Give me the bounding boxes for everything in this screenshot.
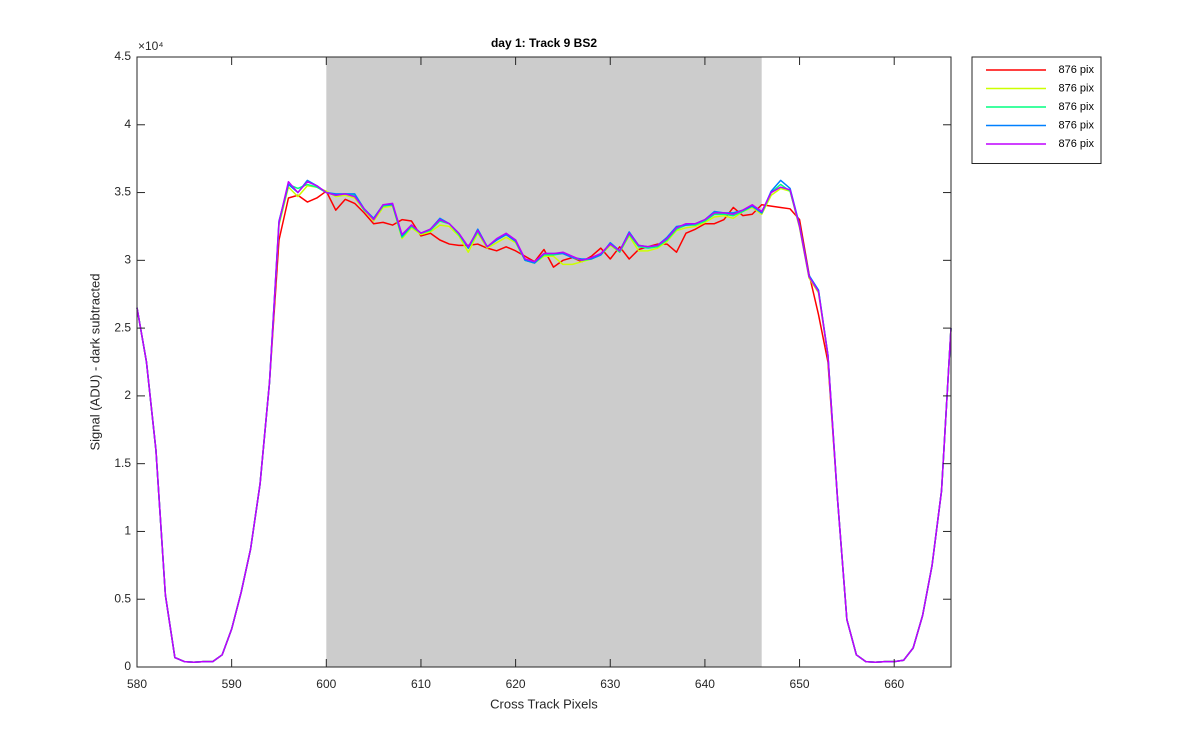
x-tick-label: 660: [884, 677, 904, 691]
y-tick-label: 2: [124, 388, 131, 402]
y-tick-label: 4: [124, 117, 131, 131]
legend-label: 876 pix: [1059, 138, 1095, 150]
legend-label: 876 pix: [1059, 82, 1095, 94]
x-tick-label: 580: [127, 677, 147, 691]
y-tick-label: 1.5: [114, 456, 131, 470]
y-tick-label: 4.5: [114, 49, 131, 63]
x-tick-label: 650: [790, 677, 810, 691]
x-tick-label: 630: [600, 677, 620, 691]
x-tick-label: 620: [506, 677, 526, 691]
x-axis-title: Cross Track Pixels: [490, 696, 598, 711]
y-tick-label: 1: [124, 524, 131, 538]
y-tick-label: 0.5: [114, 591, 131, 605]
x-tick-label: 640: [695, 677, 715, 691]
x-tick-label: 590: [222, 677, 242, 691]
legend-label: 876 pix: [1059, 64, 1095, 76]
legend-label: 876 pix: [1059, 119, 1095, 131]
y-tick-label: 3.5: [114, 185, 131, 199]
y-tick-label: 3: [124, 253, 131, 267]
legend-box: [971, 56, 1102, 164]
chart-title: day 1: Track 9 BS2: [491, 36, 597, 50]
y-tick-label: 0: [124, 659, 131, 673]
legend-label: 876 pix: [1059, 101, 1095, 113]
y-tick-label: 2.5: [114, 320, 131, 334]
x-tick-label: 600: [316, 677, 336, 691]
x-tick-label: 610: [411, 677, 431, 691]
shaded-region: [326, 57, 762, 667]
y-exponent: ×10⁴: [138, 39, 164, 53]
data-line: [136, 180, 952, 664]
y-axis-title: Signal (ADU) - dark subtracted: [87, 273, 102, 450]
axes-box: [136, 56, 952, 668]
